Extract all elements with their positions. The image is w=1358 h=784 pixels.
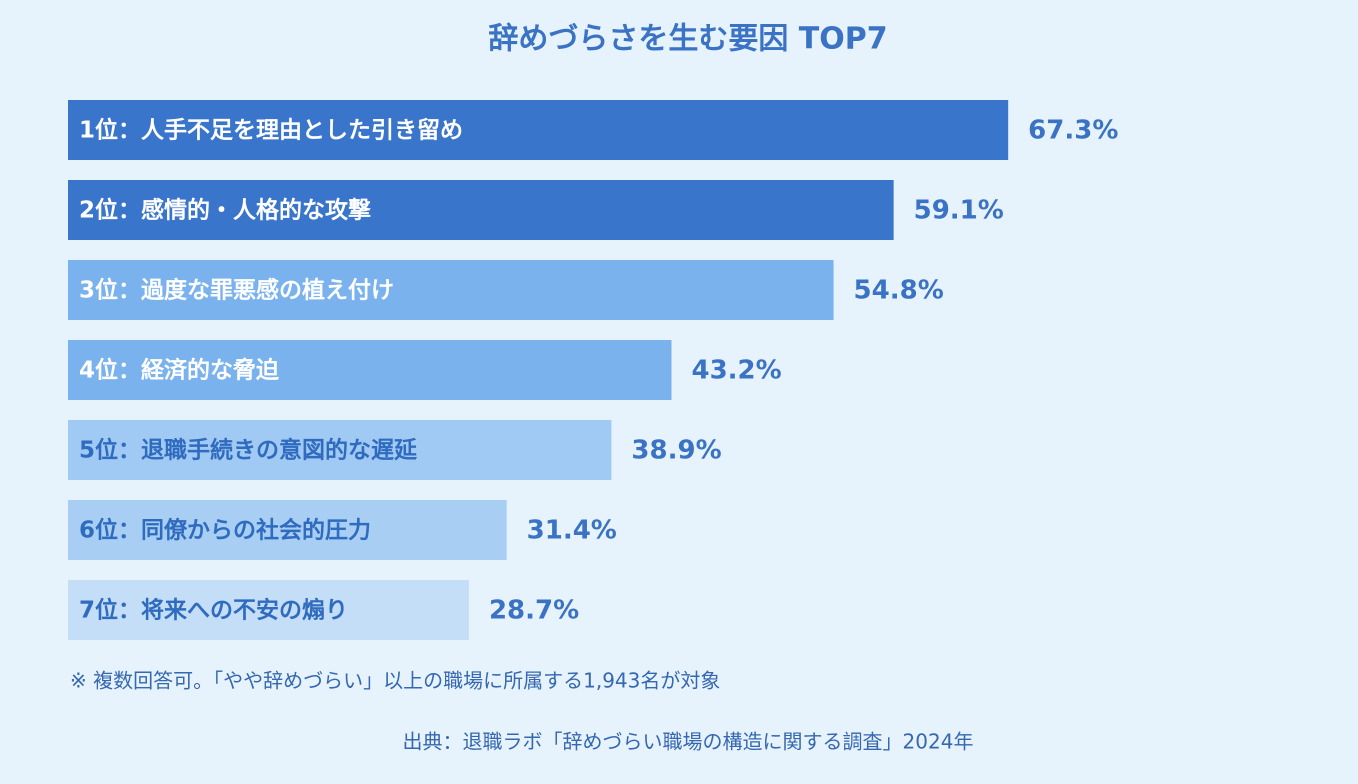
- bar: [68, 260, 834, 320]
- value-label: 31.4%: [527, 516, 617, 546]
- category-label: 4位：経済的な脅迫: [79, 357, 280, 384]
- value-label: 43.2%: [692, 356, 782, 386]
- bar: [68, 580, 469, 640]
- category-label: 3位：過度な罪悪感の植え付け: [79, 277, 394, 304]
- category-label: 6位：同僚からの社会的圧力: [79, 517, 371, 544]
- value-label: 59.1%: [914, 196, 1004, 226]
- category-label: 2位：感情的・人格的な攻撃: [79, 197, 371, 224]
- category-label: 7位：将来への不安の煽り: [79, 597, 348, 624]
- chart-title: 辞めづらさを生む要因 TOP7: [488, 22, 887, 57]
- bar: [68, 100, 1009, 160]
- bar: [68, 500, 507, 560]
- bar: [68, 340, 672, 400]
- value-label: 67.3%: [1028, 116, 1118, 146]
- value-label: 38.9%: [631, 436, 721, 466]
- category-label: 5位：退職手続きの意図的な遅延: [79, 437, 418, 464]
- value-label: 54.8%: [854, 276, 944, 306]
- note: ※ 複数回答可。「やや辞めづらい」以上の職場に所属する1,943名が対象: [70, 669, 720, 693]
- bar: [68, 420, 612, 480]
- value-label: 28.7%: [489, 596, 579, 626]
- category-label: 1位：人手不足を理由とした引き留め: [79, 117, 463, 144]
- source: 出典：退職ラボ「辞めづらい職場の構造に関する調査」2024年: [403, 730, 974, 754]
- bar: [68, 180, 894, 240]
